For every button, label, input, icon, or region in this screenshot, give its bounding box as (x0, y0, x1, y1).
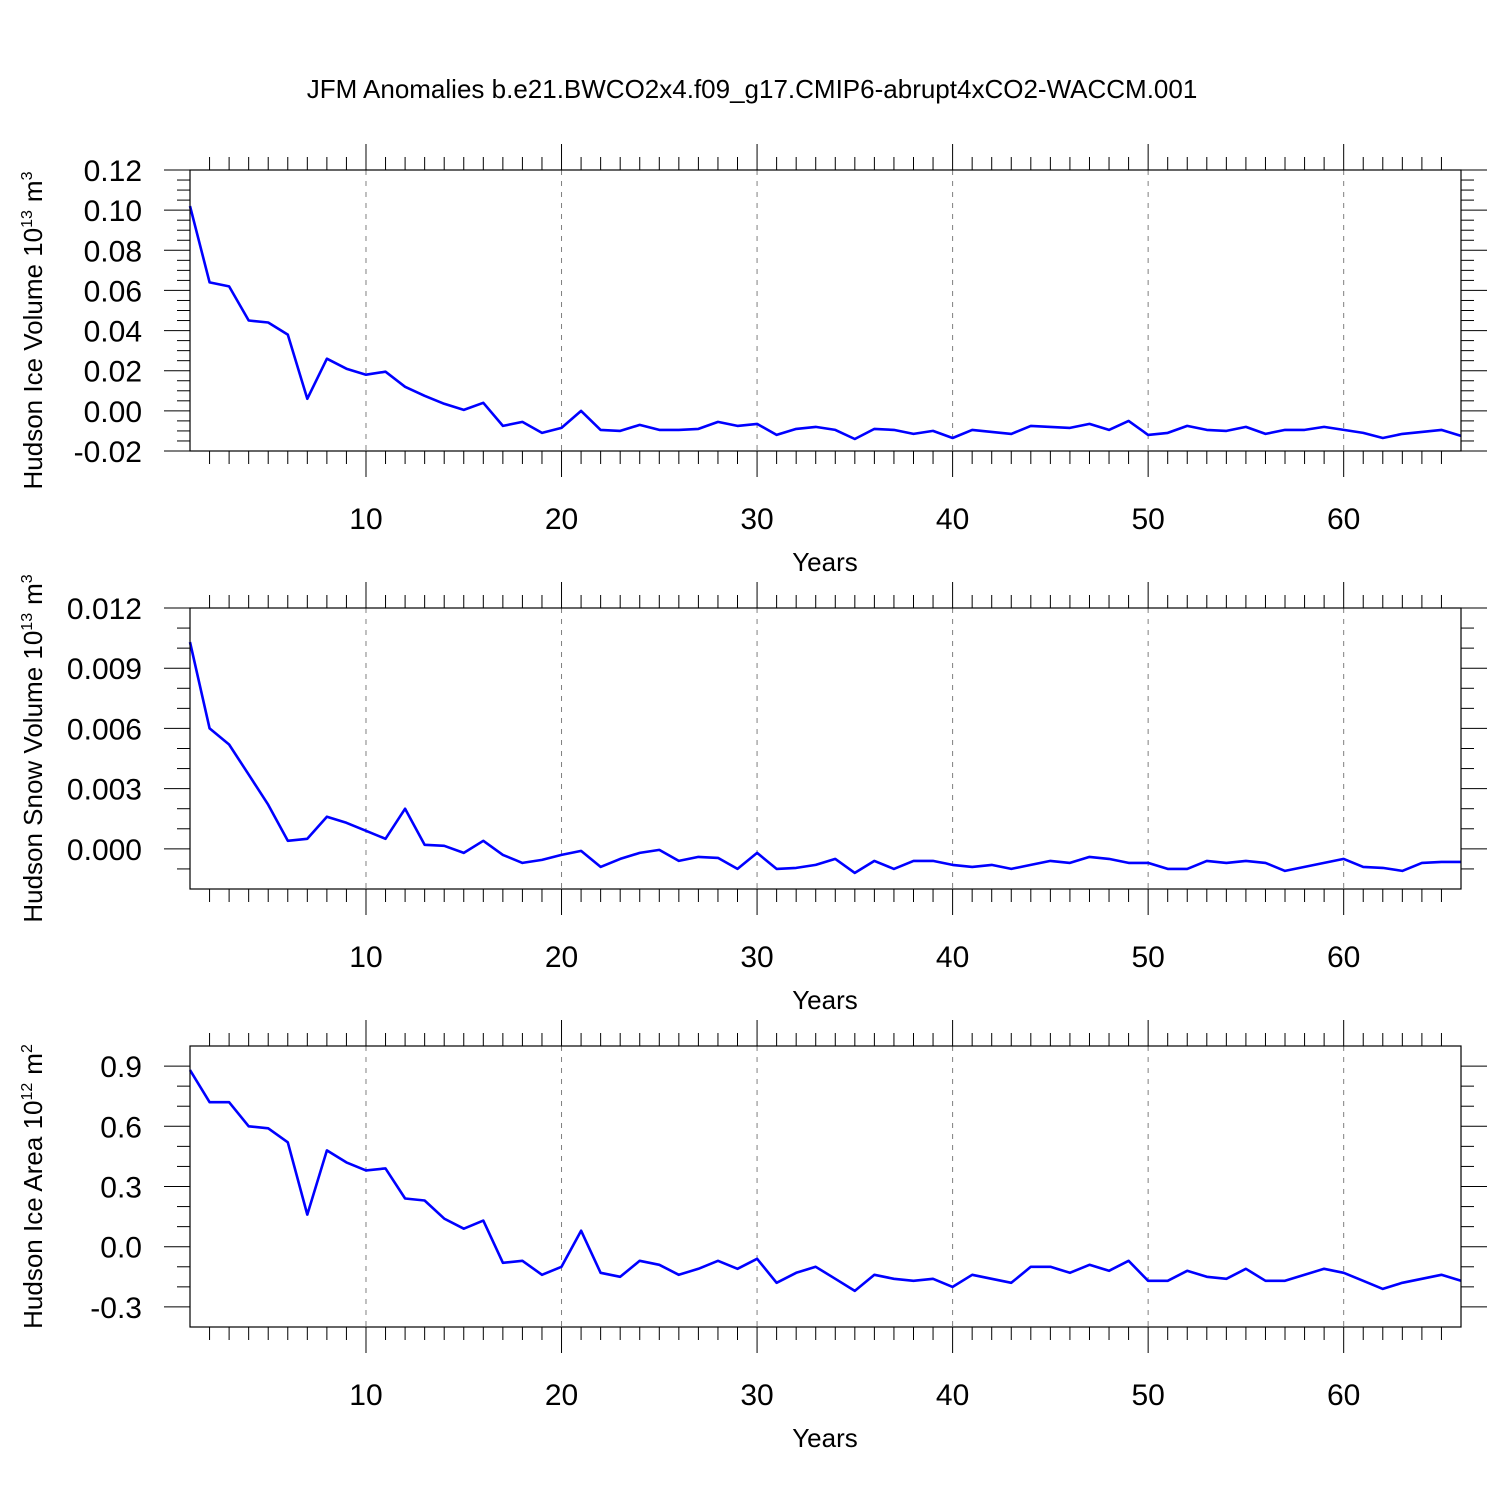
ytick-labels-snow-volume: 0.000 0.003 0.006 0.009 0.012 (67, 593, 142, 867)
ylabel-sup-snow-volume: 13 (19, 613, 36, 631)
xtick-label-ice-volume-30: 30 (740, 503, 773, 536)
xtick-label-ice-area-10: 10 (349, 1379, 382, 1412)
ylabel-unit-ice-volume: m (18, 180, 48, 202)
ylabel-snow-volume: Hudson Snow Volume 1013 m3 (18, 574, 48, 922)
ylabel-unit-ice-area: m (18, 1053, 48, 1075)
ytick-label-ice-volume-1: 0.00 (84, 396, 142, 429)
ylabel-sup-ice-volume: 13 (19, 210, 36, 228)
xtick-labels-ice-volume: 10 20 30 40 50 60 (349, 503, 1360, 536)
xtick-label-snow-volume-60: 60 (1327, 941, 1360, 974)
xtick-label-ice-volume-20: 20 (545, 503, 578, 536)
ytick-label-snow-volume-0: 0.000 (67, 834, 142, 867)
ylabel-text-snow-volume: Hudson Snow Volume 10 (18, 631, 48, 923)
xlabel-ice-volume: Years (792, 547, 858, 577)
series-line-ice-volume (188, 205, 1462, 441)
xtick-labels-snow-volume: 10 20 30 40 50 60 (349, 941, 1360, 974)
ylabel-text-ice-area: Hudson Ice Area 10 (18, 1100, 48, 1328)
ytick-label-ice-volume-7: 0.12 (84, 155, 142, 188)
ticks-snow-volume (164, 582, 1487, 915)
ytick-label-ice-volume-3: 0.04 (84, 316, 142, 349)
panel-ice-volume: -0.02 0.00 0.02 0.04 0.06 0.08 0.10 0.12 10 20 30… (18, 144, 1487, 577)
chart-title: JFM Anomalies b.e21.BWCO2x4.f09_g17.CMIP… (307, 74, 1198, 104)
xlabel-snow-volume: Years (792, 985, 858, 1015)
ytick-label-ice-area-4: 0.9 (100, 1051, 142, 1084)
xtick-label-snow-volume-10: 10 (349, 941, 382, 974)
panel-snow-volume: 0.000 0.003 0.006 0.009 0.012 10 20 30 40 50 60 H… (18, 574, 1487, 1015)
ylabel-text-ice-volume: Hudson Ice Volume 10 (18, 228, 48, 490)
ytick-label-ice-volume-2: 0.02 (84, 356, 142, 389)
ylabel-unit-sup-ice-area: 2 (19, 1044, 36, 1053)
xtick-label-ice-volume-10: 10 (349, 503, 382, 536)
ytick-label-ice-area-2: 0.3 (100, 1172, 142, 1205)
xtick-label-ice-volume-50: 50 (1131, 503, 1164, 536)
ylabel-unit-snow-volume: m (18, 583, 48, 605)
series-line-snow-volume (188, 641, 1461, 875)
ytick-label-ice-volume-0: -0.02 (74, 436, 142, 469)
ytick-label-ice-volume-5: 0.08 (84, 235, 142, 268)
ytick-label-ice-area-1: 0.0 (100, 1232, 142, 1265)
ylabel-ice-area: Hudson Ice Area 1012 m2 (18, 1044, 48, 1329)
ytick-label-snow-volume-2: 0.006 (67, 713, 142, 746)
plot-frame-ice-volume (189, 169, 1462, 452)
grid-snow-volume (365, 608, 1345, 889)
ylabel-ice-volume: Hudson Ice Volume 1013 m3 (18, 171, 48, 489)
ytick-label-snow-volume-3: 0.009 (67, 653, 142, 686)
ytick-labels-ice-volume: -0.02 0.00 0.02 0.04 0.06 0.08 0.10 0.12 (74, 155, 142, 469)
xtick-label-snow-volume-40: 40 (936, 941, 969, 974)
xtick-label-snow-volume-50: 50 (1131, 941, 1164, 974)
xtick-label-ice-area-20: 20 (545, 1379, 578, 1412)
ytick-label-ice-volume-4: 0.06 (84, 275, 142, 308)
ticks-ice-area (164, 1020, 1487, 1353)
ytick-label-ice-area-0: -0.3 (90, 1292, 142, 1325)
xtick-label-ice-area-30: 30 (740, 1379, 773, 1412)
xtick-label-snow-volume-30: 30 (740, 941, 773, 974)
ylabel-unit-sup-ice-volume: 3 (19, 171, 36, 180)
ytick-label-ice-volume-6: 0.10 (84, 195, 142, 228)
xtick-label-ice-area-50: 50 (1131, 1379, 1164, 1412)
ylabel-unit-sup-snow-volume: 3 (19, 574, 36, 583)
plot-frame-snow-volume (189, 607, 1462, 890)
grid-ice-volume (365, 170, 1345, 451)
panel-ice-area: -0.3 0.0 0.3 0.6 0.9 10 20 30 40 50 60 Hudson Ice… (18, 1020, 1487, 1453)
xtick-label-ice-area-40: 40 (936, 1379, 969, 1412)
xlabel-ice-area: Years (792, 1423, 858, 1453)
ticks-ice-volume (164, 144, 1487, 477)
ylabel-sup-ice-area: 12 (19, 1083, 36, 1101)
xtick-labels-ice-area: 10 20 30 40 50 60 (349, 1379, 1360, 1412)
xtick-label-snow-volume-20: 20 (545, 941, 578, 974)
xtick-label-ice-volume-60: 60 (1327, 503, 1360, 536)
ytick-label-snow-volume-4: 0.012 (67, 593, 142, 626)
series-line-ice-area (188, 1069, 1462, 1293)
xtick-label-ice-area-60: 60 (1327, 1379, 1360, 1412)
grid-ice-area (365, 1046, 1345, 1327)
plot-frame-ice-area (189, 1045, 1462, 1328)
xtick-label-ice-volume-40: 40 (936, 503, 969, 536)
ytick-labels-ice-area: -0.3 0.0 0.3 0.6 0.9 (90, 1051, 142, 1325)
ytick-label-ice-area-3: 0.6 (100, 1111, 142, 1144)
ytick-label-snow-volume-1: 0.003 (67, 774, 142, 807)
